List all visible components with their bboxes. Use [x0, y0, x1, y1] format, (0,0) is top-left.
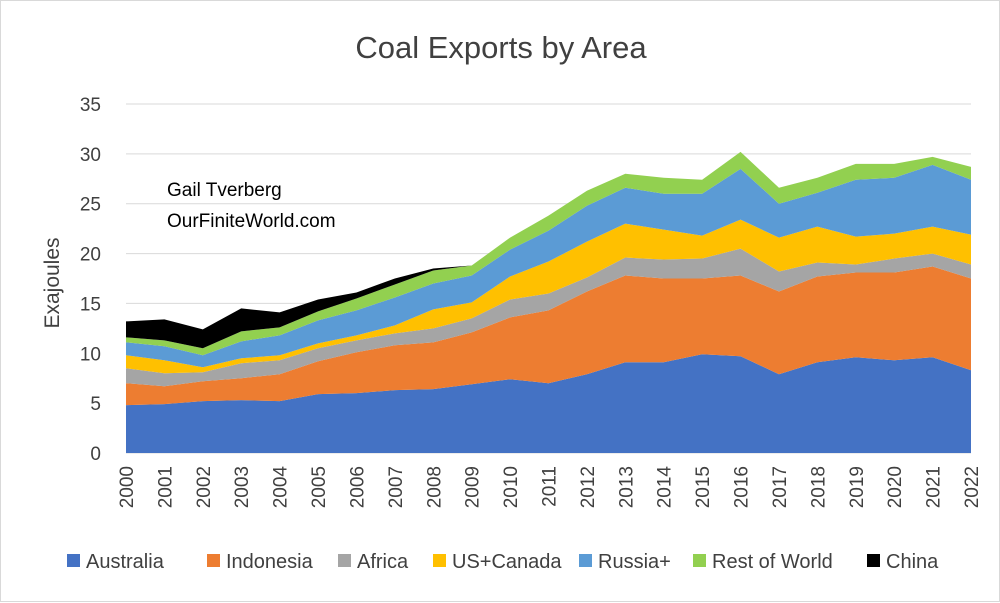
- x-tick-label: 2019: [847, 466, 868, 508]
- x-tick-label: 2008: [424, 466, 445, 508]
- x-tick-label: 2011: [540, 466, 561, 507]
- area-rest-of-world: [126, 151, 971, 356]
- x-tick-label: 2005: [309, 466, 330, 508]
- legend-swatch: [579, 554, 592, 567]
- x-tick-label: 2020: [885, 466, 906, 508]
- x-tick-label: 2017: [770, 466, 791, 508]
- legend-label: Indonesia: [226, 551, 314, 573]
- x-tick-label: 2018: [808, 466, 829, 508]
- y-tick-label: 30: [80, 145, 101, 166]
- legend-swatch: [67, 554, 80, 567]
- legend-swatch: [338, 554, 351, 567]
- legend-swatch: [207, 554, 220, 567]
- area-africa: [126, 248, 971, 387]
- legend: Australia Indonesia Africa US+Canada Russia+…: [67, 551, 939, 573]
- author-annotation: Gail Tverberg: [167, 180, 282, 201]
- y-tick-label: 10: [80, 344, 101, 365]
- x-tick-label: 2015: [693, 466, 714, 508]
- x-tick-label: 2004: [271, 466, 292, 509]
- y-axis-ticks: 0 5 10 15 20 25 30 35: [80, 95, 101, 465]
- y-tick-label: 35: [80, 95, 101, 116]
- area-us-canada: [126, 219, 971, 374]
- x-tick-label: 2009: [463, 466, 484, 508]
- x-tick-label: 2000: [117, 466, 138, 508]
- y-axis-label: Exajoules: [41, 237, 64, 328]
- area-russia-: [126, 164, 971, 368]
- stacked-areas: [126, 151, 971, 453]
- x-tick-label: 2007: [386, 466, 407, 508]
- x-tick-label: 2022: [962, 466, 983, 508]
- x-tick-label: 2014: [655, 466, 676, 509]
- y-tick-label: 0: [90, 444, 101, 465]
- x-tick-label: 2021: [924, 466, 945, 508]
- y-tick-label: 5: [90, 394, 101, 415]
- y-tick-label: 20: [80, 245, 101, 266]
- legend-swatch: [867, 554, 880, 567]
- area-australia: [126, 354, 971, 453]
- x-tick-label: 2001: [155, 466, 176, 508]
- x-tick-label: 2016: [732, 466, 753, 508]
- website-annotation: OurFiniteWorld.com: [167, 211, 336, 232]
- x-axis-ticks: 2000 2001 2002 2003 2004 2005 2006 2007 2008 2009…: [117, 466, 983, 509]
- y-tick-label: 25: [80, 195, 101, 216]
- legend-label: Africa: [357, 551, 409, 573]
- area-china: [126, 151, 971, 349]
- x-tick-label: 2006: [347, 466, 368, 508]
- x-tick-label: 2012: [578, 466, 599, 508]
- legend-label: Russia+: [598, 551, 671, 573]
- x-tick-label: 2010: [501, 466, 522, 508]
- legend-label: Rest of World: [712, 551, 833, 573]
- legend-swatch: [693, 554, 706, 567]
- x-tick-label: 2002: [194, 466, 215, 508]
- legend-swatch: [433, 554, 446, 567]
- legend-label: China: [886, 551, 939, 573]
- chart-title: Coal Exports by Area: [355, 30, 647, 65]
- legend-label: US+Canada: [452, 551, 562, 573]
- x-tick-label: 2013: [616, 466, 637, 508]
- x-tick-label: 2003: [232, 466, 253, 508]
- area-indonesia: [126, 266, 971, 406]
- legend-label: Australia: [86, 551, 165, 573]
- y-tick-label: 15: [80, 294, 101, 315]
